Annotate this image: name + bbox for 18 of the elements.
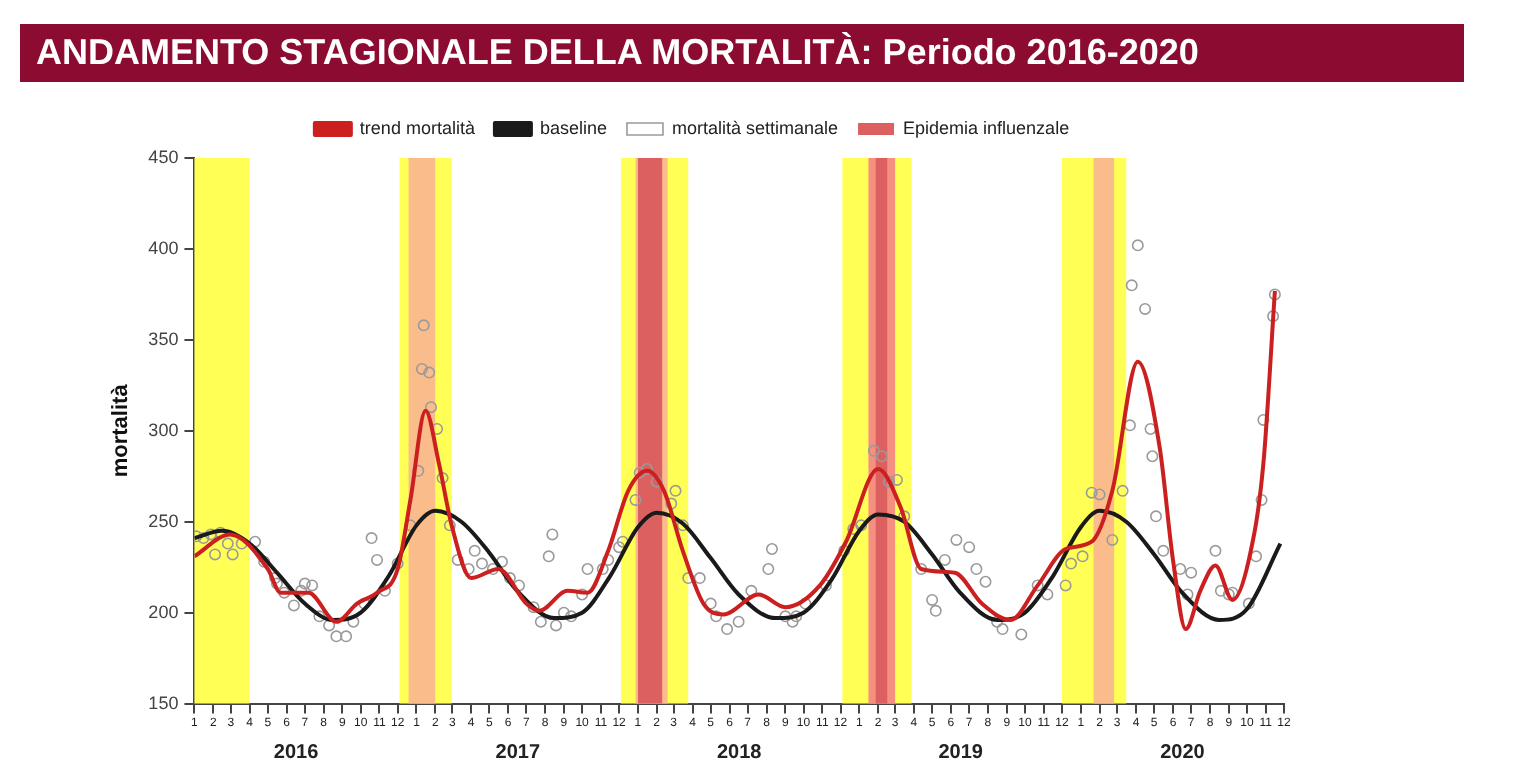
y-tick-label: 400	[148, 237, 179, 258]
legend-label: trend mortalità	[359, 117, 475, 138]
text: 2018	[716, 741, 763, 764]
y-tick-label: 350	[148, 328, 179, 349]
y-tick-label: 450	[148, 146, 179, 167]
chart-title: ANDAMENTO STAGIONALE DELLA MORTALITÀ: Periodo 2016-2020	[20, 24, 1464, 82]
y-axis-title: mortalità	[109, 382, 134, 478]
text: 2020	[1160, 741, 1206, 764]
y-tick-label: 200	[148, 601, 179, 622]
legend-label: mortalità settimanale	[671, 117, 839, 138]
y-tick-label: 250	[148, 510, 179, 531]
legend-label: Epidemia influenzale	[903, 117, 1070, 138]
y-tick-label: 300	[148, 419, 179, 440]
y-tick-label: 150	[148, 692, 179, 713]
legend-label: baseline	[539, 117, 607, 138]
text: 2016	[273, 741, 320, 764]
text: 2019	[938, 741, 984, 764]
text: 2017	[495, 741, 541, 764]
